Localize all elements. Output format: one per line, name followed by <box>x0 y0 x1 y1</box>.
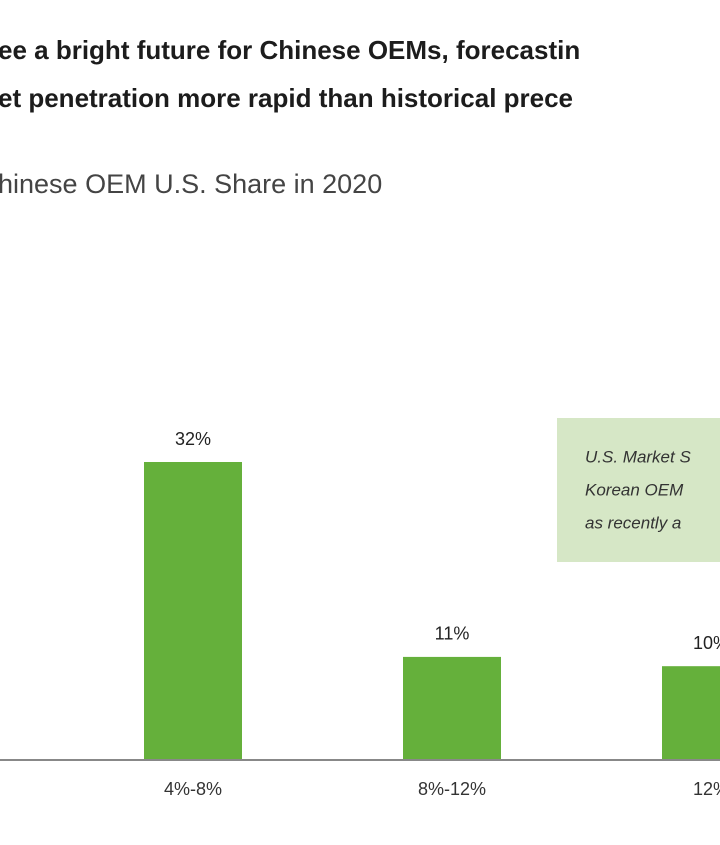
value-label: 32% <box>175 429 211 449</box>
bar <box>662 666 720 759</box>
x-tick-label: 4%-8% <box>164 779 222 799</box>
value-label: 11% <box>435 624 470 644</box>
value-label: 10% <box>693 633 720 653</box>
chart-title: ee a bright future for Chinese OEMs, for… <box>0 35 580 65</box>
bar <box>144 462 242 759</box>
annotation: U.S. Market S <box>585 447 691 466</box>
chart-subtitle: hinese OEM U.S. Share in 2020 <box>0 169 382 199</box>
x-tick-label: 8%-12% <box>418 779 486 799</box>
bar <box>403 656 501 759</box>
annotation-box <box>557 418 720 562</box>
annotation: as recently a <box>585 513 681 532</box>
annotation: Korean OEM <box>585 480 684 499</box>
chart-title: et penetration more rapid than historica… <box>0 83 573 113</box>
x-tick-label: 12% <box>693 779 720 799</box>
